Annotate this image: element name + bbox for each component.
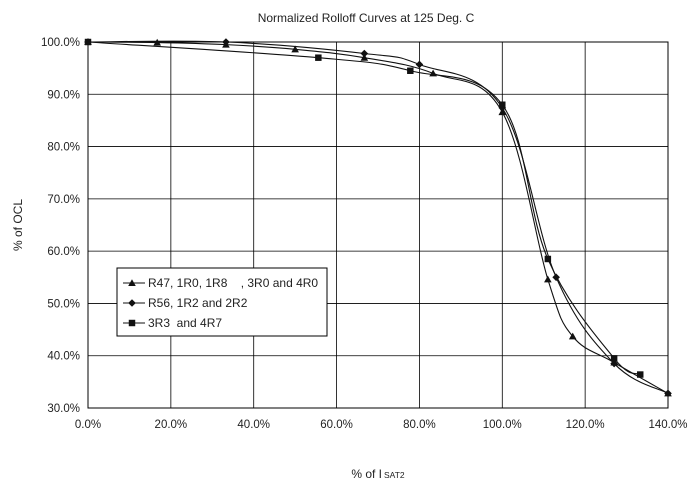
y-tick-label: 60.0% (47, 246, 80, 258)
legend-label: R56, 1R2 and 2R2 (148, 296, 248, 310)
plot-area (88, 42, 668, 408)
x-tick-label: 140.0% (648, 419, 687, 431)
series-diamond (84, 38, 672, 397)
series-layer (84, 38, 672, 397)
y-tick-label: 70.0% (47, 194, 80, 206)
x-tick-label: 40.0% (237, 419, 270, 431)
y-axis-label: % of OCL (11, 199, 25, 251)
data-point-diamond (416, 61, 424, 69)
y-axis-ticks: 30.0% 40.0% 50.0% 60.0% 70.0% 80.0% 90.0% 100.0… (41, 37, 80, 415)
series-line (88, 42, 668, 393)
legend-label: R47, 1R0, 1R8 , 3R0 and 4R0 (148, 276, 318, 290)
x-axis-label-main: % of I (351, 467, 382, 481)
x-tick-label: 0.0% (75, 419, 101, 431)
x-tick-label: 80.0% (403, 419, 436, 431)
grid (88, 42, 668, 408)
y-tick-label: 100.0% (41, 37, 80, 49)
legend-item: R47, 1R0, 1R8 , 3R0 and 4R0 (123, 276, 318, 290)
data-point-square (315, 54, 321, 60)
data-point-square (545, 256, 551, 262)
x-axis-label-subscript: SAT2 (384, 470, 405, 480)
x-tick-label: 100.0% (483, 419, 522, 431)
data-point-square (407, 68, 413, 74)
data-point-triangle (544, 276, 552, 283)
y-tick-label: 30.0% (47, 403, 80, 415)
x-axis-label: % of I SAT2 (351, 467, 405, 481)
data-point-square (499, 102, 505, 108)
x-tick-label: 20.0% (155, 419, 188, 431)
legend-marker-square (129, 320, 135, 326)
y-tick-label: 90.0% (47, 89, 80, 101)
legend-label: 3R3 and 4R7 (148, 316, 222, 330)
y-tick-label: 50.0% (47, 298, 80, 310)
x-tick-label: 60.0% (320, 419, 353, 431)
x-axis-ticks: 0.0% 20.0% 40.0% 60.0% 80.0% 100.0% 120.0% 140.… (75, 419, 688, 431)
legend: R47, 1R0, 1R8 , 3R0 and 4R0 R56, 1R2 and … (117, 268, 327, 336)
data-point-square (611, 355, 617, 361)
y-tick-label: 40.0% (47, 351, 80, 363)
x-tick-label: 120.0% (566, 419, 605, 431)
data-point-square (85, 39, 91, 45)
y-tick-label: 80.0% (47, 142, 80, 154)
data-point-square (637, 371, 643, 377)
series-triangle (84, 38, 672, 396)
data-point-diamond (361, 50, 369, 58)
chart-title: Normalized Rolloff Curves at 125 Deg. C (258, 11, 475, 25)
